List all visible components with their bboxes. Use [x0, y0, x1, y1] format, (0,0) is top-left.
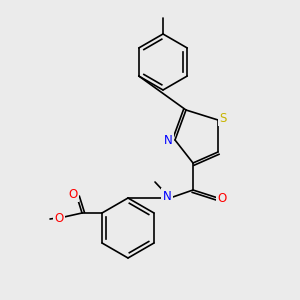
Text: N: N	[163, 190, 171, 202]
Text: O: O	[218, 193, 226, 206]
Text: O: O	[68, 188, 78, 200]
Text: O: O	[54, 212, 64, 224]
Text: S: S	[219, 112, 227, 124]
Text: N: N	[164, 134, 172, 146]
